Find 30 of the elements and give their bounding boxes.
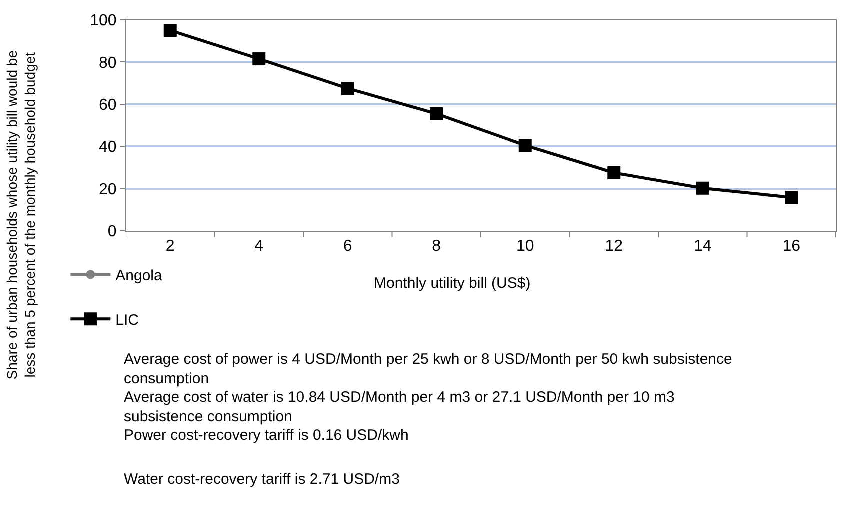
x-tick-label: 10 [516, 238, 534, 256]
y-tick-label: 60 [99, 97, 117, 114]
x-tick-label: 2 [166, 238, 175, 256]
y-tick-label: 0 [108, 224, 117, 241]
text: Power cost-recovery tariff is 0.16 USD/kwh [124, 427, 409, 444]
legend-label: LIC [116, 312, 140, 330]
x-tick-label: 6 [343, 238, 352, 256]
legend-label: Angola [116, 268, 164, 285]
point [252, 52, 266, 66]
point [608, 166, 621, 180]
y-axis-title: Share of urban households whose utility bill would be less than 5 percent of the monthly household budget [4, 50, 38, 380]
x-tick-label: 8 [432, 238, 442, 256]
point [518, 139, 532, 152]
y-tick-label: 80 [99, 54, 117, 72]
x-tick-label: 4 [254, 238, 264, 256]
x-axis-title: Monthly utility bill (US$) [374, 275, 531, 292]
x-tick-label: 12 [605, 238, 624, 256]
point [430, 107, 444, 120]
point [785, 191, 798, 204]
point [164, 24, 177, 38]
point [341, 82, 354, 96]
x-tick-label: 14 [694, 238, 712, 256]
text: Average cost of power is 4 USD/Month per 25 kwh or 8 USD/Month per 50 kwh subsistence consumption [124, 351, 732, 388]
point [696, 182, 710, 195]
y-tick-label: 20 [99, 181, 117, 198]
x-tick-label: 16 [782, 238, 801, 256]
text: Water cost-recovery tariff is 2.71 USD/m3 [124, 471, 400, 488]
y-tick-label: 100 [90, 12, 117, 30]
text: Average cost of water is 10.84 USD/Month per 4 m3 or 27.1 USD/Month per 10 m3 subsistence consumption [124, 389, 675, 426]
y-tick-label: 40 [99, 139, 117, 156]
